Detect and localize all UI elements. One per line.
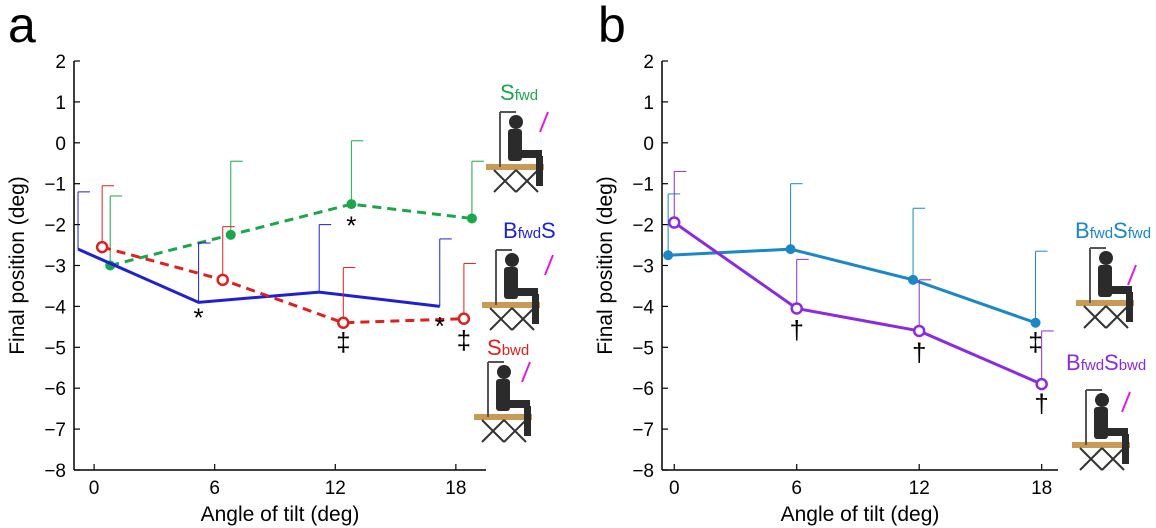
y-tick-label: 0 — [55, 134, 66, 155]
seated-figure-pictogram — [1071, 389, 1131, 471]
y-tick-label: −7 — [44, 420, 66, 441]
y-tick-label: 1 — [643, 93, 654, 114]
legend-label: BfwdSfwd — [1075, 218, 1151, 243]
series-line — [668, 247, 1037, 325]
y-tick-label: 1 — [55, 93, 66, 114]
y-tick-label: −2 — [44, 216, 66, 237]
x-tick-label: 18 — [445, 478, 466, 499]
y-tick-label: −6 — [632, 379, 654, 400]
data-point — [337, 316, 350, 330]
significance-marker: † — [1034, 389, 1048, 419]
data-point — [346, 199, 357, 210]
x-tick-label: 0 — [669, 478, 680, 499]
data-point — [225, 229, 236, 240]
significance-marker: † — [789, 315, 803, 345]
x-tick-label: 0 — [89, 478, 100, 499]
x-axis-label: Angle of tilt (deg) — [201, 503, 360, 526]
panel-a: a2 1 0 −1 −2 −3 −4 −5 −6 −7 −8 0 6 12 18 Angle of tilt … — [6, 0, 556, 526]
series-0 — [663, 183, 1048, 328]
panel-label: b — [598, 0, 626, 53]
series-line — [101, 245, 464, 325]
series-line — [673, 221, 1043, 386]
data-point — [466, 213, 477, 224]
y-tick-label: −1 — [632, 175, 654, 196]
y-axis-label: Final position (deg) — [6, 176, 29, 355]
significance-marker: † — [912, 337, 926, 367]
significance-marker: * — [194, 303, 204, 333]
data-point — [667, 216, 681, 229]
series-1 — [667, 170, 1054, 391]
significance-marker: ‡ — [336, 327, 350, 357]
y-tick-label: −7 — [632, 420, 654, 441]
series-0 — [105, 140, 484, 271]
tilt-indicator — [1121, 391, 1131, 413]
y-tick-label: −5 — [44, 338, 66, 359]
tilt-indicator — [544, 254, 554, 276]
y-tick-label: −3 — [44, 257, 66, 278]
legend-label: BfwdSbwd — [1066, 350, 1146, 375]
significance-marker: * — [346, 211, 356, 241]
tilt-indicator — [1127, 264, 1137, 286]
y-tick-label: −5 — [632, 338, 654, 359]
significance-marker: * — [435, 311, 445, 341]
data-point — [790, 302, 803, 315]
y-tick-label: −8 — [44, 461, 66, 482]
significance-marker: ‡ — [1028, 327, 1042, 357]
data-point — [785, 244, 796, 255]
y-tick-label: 2 — [55, 52, 66, 73]
x-tick-label: 12 — [909, 478, 930, 499]
data-point — [1030, 317, 1041, 328]
data-point — [912, 324, 926, 338]
x-tick-label: 6 — [791, 478, 802, 499]
y-tick-label: 2 — [643, 52, 654, 73]
y-axis-label: Final position (deg) — [594, 176, 617, 355]
data-point — [216, 273, 229, 287]
seated-figure-pictogram — [473, 361, 533, 443]
y-tick-label: −3 — [632, 257, 654, 278]
y-tick-label: −6 — [44, 379, 66, 400]
seated-figure-pictogram — [481, 249, 541, 331]
x-tick-label: 12 — [325, 478, 346, 499]
data-point — [908, 274, 919, 285]
panel-b: b2 1 0 −1 −2 −3 −4 −5 −6 −7 −8 0 6 12 18 Angle of tilt … — [594, 0, 1151, 526]
y-tick-label: 0 — [643, 134, 654, 155]
x-axis-label: Angle of tilt (deg) — [781, 503, 940, 526]
series-line — [109, 202, 473, 267]
tilt-indicator — [521, 361, 531, 383]
seated-figure-pictogram — [1075, 247, 1135, 329]
data-point — [457, 312, 471, 325]
series-2 — [95, 185, 476, 330]
legend-label: Sfwd — [500, 80, 538, 105]
seated-figure-pictogram — [485, 111, 545, 193]
data-point — [663, 250, 674, 261]
tilt-indicator — [539, 111, 549, 133]
series-1 — [77, 191, 452, 308]
x-tick-label: 18 — [1031, 478, 1052, 499]
y-tick-label: −1 — [44, 175, 66, 196]
y-tick-label: −2 — [632, 216, 654, 237]
y-tick-label: −4 — [44, 297, 66, 318]
legend-label: BfwdS — [503, 218, 556, 243]
y-tick-label: −8 — [632, 461, 654, 482]
legend-label: Sbwd — [487, 335, 529, 360]
y-tick-label: −4 — [632, 297, 654, 318]
series-line — [77, 247, 440, 308]
data-point — [95, 240, 109, 254]
x-tick-label: 6 — [209, 478, 220, 499]
significance-marker: ‡ — [457, 325, 471, 355]
data-point — [1035, 377, 1048, 391]
panel-label: a — [8, 0, 36, 53]
